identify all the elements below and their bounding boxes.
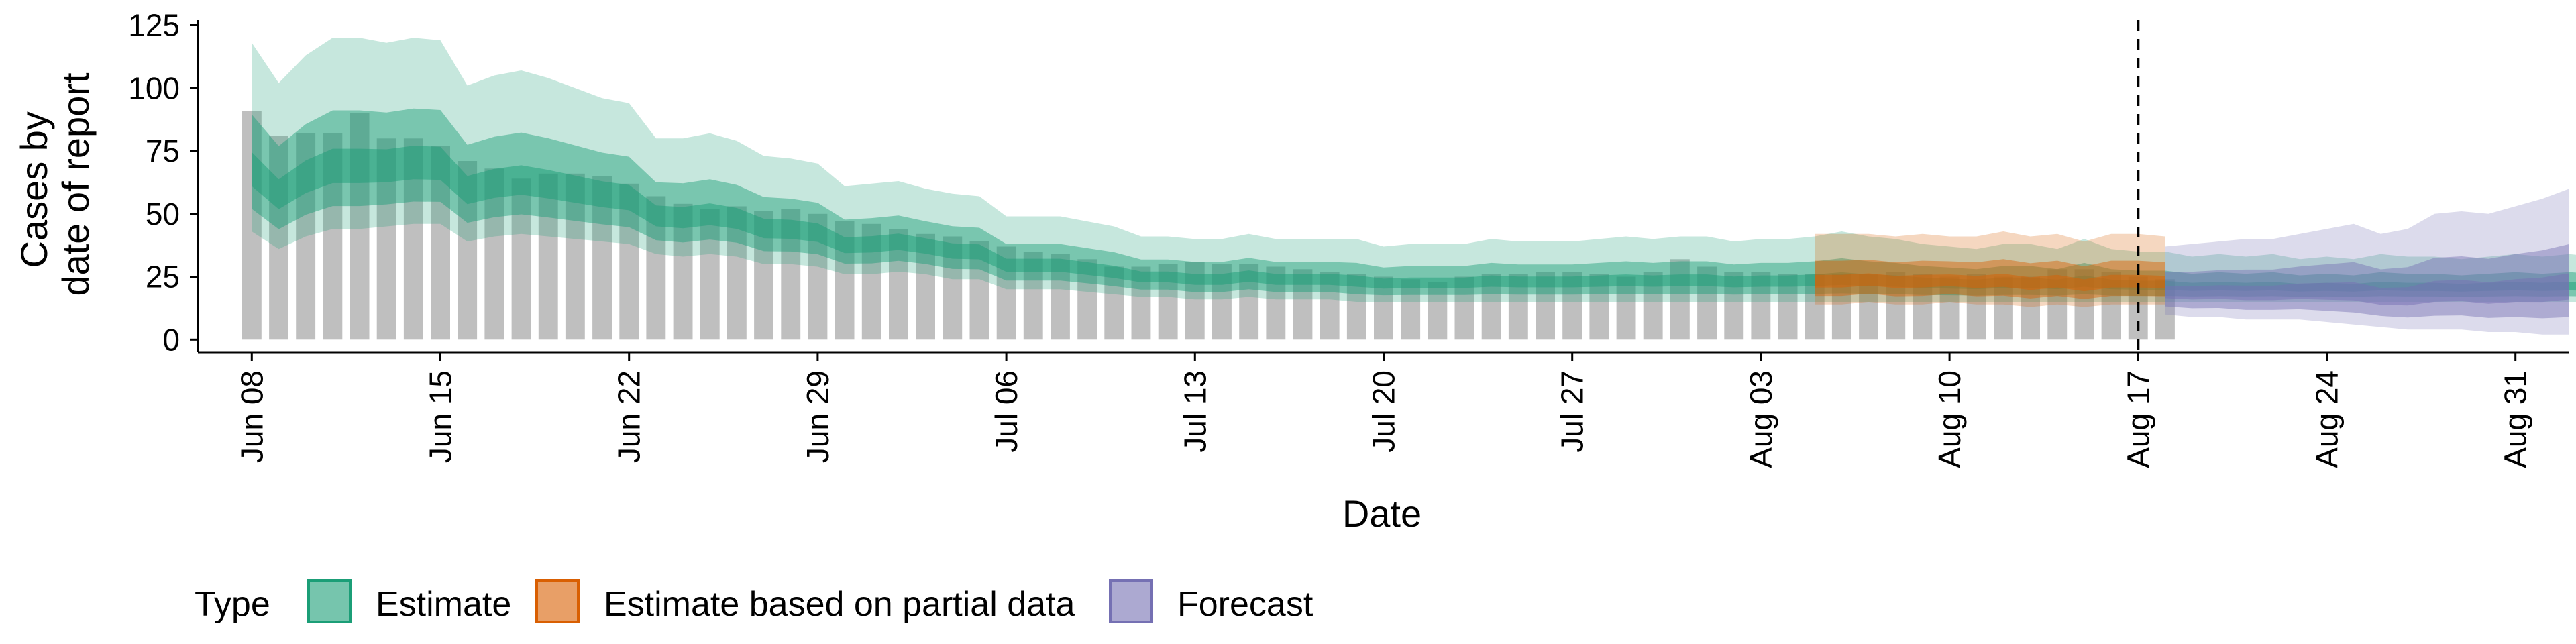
x-tick-label: Jul 27	[1555, 370, 1590, 453]
x-tick-label: Jun 22	[612, 370, 647, 463]
x-tick-label: Jul 06	[989, 370, 1024, 453]
forecast-inner-band	[2165, 273, 2569, 306]
legend-label-forecast: Forecast	[1177, 585, 1313, 624]
estimate-inner-band	[252, 146, 2576, 292]
x-tick-label: Aug 03	[1743, 370, 1778, 468]
legend-title: Type	[195, 585, 270, 624]
legend-items: Estimate Estimate based on partial data Fo…	[307, 579, 1313, 624]
y-tick-label: 75	[146, 133, 180, 168]
observed-bar	[538, 173, 558, 340]
x-tick-label: Jun 29	[800, 370, 835, 463]
observed-bar	[1428, 282, 1448, 340]
observed-bar	[511, 178, 531, 340]
x-tick-label: Aug 10	[1932, 370, 1967, 468]
plot-area	[241, 20, 2576, 352]
legend-key-estimate	[307, 579, 352, 623]
legend-label-estimate-based-on-partial-data: Estimate based on partial data	[604, 585, 1075, 624]
legend: Type Estimate Estimate based on partial d…	[195, 579, 1313, 624]
x-axis-title: Date	[1342, 492, 1421, 535]
x-tick-label: Jun 15	[423, 370, 458, 463]
legend-key-estimate-based-on-partial-data	[535, 579, 580, 623]
observed-bar	[1670, 259, 1690, 340]
y-axis-title: Cases by date of report	[13, 72, 97, 297]
y-tick-label: 125	[128, 8, 180, 43]
y-tick-label: 25	[146, 260, 180, 294]
x-tick-label: Aug 17	[2121, 370, 2155, 468]
x-tick-label: Jul 20	[1366, 370, 1401, 453]
observed-bar	[241, 111, 262, 340]
y-tick-label: 0	[162, 322, 180, 357]
observed-bar	[1401, 279, 1421, 340]
x-tick-label: Aug 24	[2310, 370, 2345, 468]
y-tick-label: 100	[128, 70, 180, 105]
observed-bar	[1616, 276, 1636, 340]
observed-bar	[700, 209, 720, 340]
x-tick-label: Jun 08	[234, 370, 269, 463]
x-ticks: Jun 08 Jun 15 Jun 22 Jun 29 Jul 06 Jul 13 Jul …	[234, 352, 2533, 468]
y-axis-title-line-2: date of report	[54, 72, 97, 297]
y-axis-title-line-1: Cases by	[13, 111, 55, 268]
observed-bar	[269, 136, 288, 340]
y-tick-label: 50	[146, 197, 180, 231]
estimate-based-on-partial-data-inner-band	[1815, 273, 2165, 292]
estimate-mid-band	[252, 108, 2576, 297]
legend-key-forecast	[1109, 579, 1153, 623]
x-tick-label: Aug 31	[2498, 370, 2533, 468]
y-ticks: 0 25 50 75 100 125	[128, 8, 198, 357]
legend-label-estimate: Estimate	[376, 585, 511, 624]
x-tick-label: Jul 13	[1177, 370, 1212, 453]
